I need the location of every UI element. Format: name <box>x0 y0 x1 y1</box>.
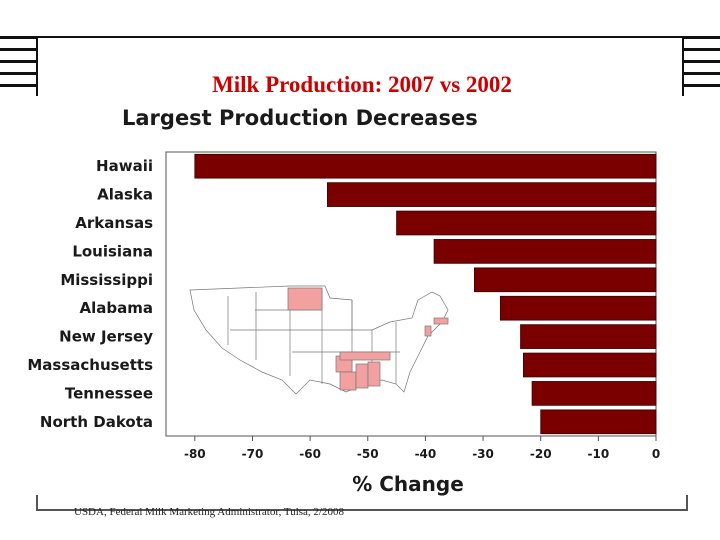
x-axis: -80 -70 -60 -50 -40 -30 -20 -10 0 <box>184 436 660 461</box>
bar-alabama <box>499 295 657 321</box>
bar-north-dakota <box>540 409 657 435</box>
bars <box>194 153 657 435</box>
map-state-new-jersey <box>424 325 432 337</box>
plot-area-border <box>165 151 657 437</box>
map-state-mississippi <box>355 363 369 389</box>
right-stripes <box>684 36 720 96</box>
map-highlighted-states <box>287 287 449 391</box>
category-label-alabama: Alabama <box>80 299 153 317</box>
x-tick-label: -40 <box>415 447 437 461</box>
slide-frame-top: Milk Production: 2007 vs 2002 <box>36 36 684 97</box>
slide-title: Milk Production: 2007 vs 2002 <box>212 72 512 97</box>
category-label-massachusetts: Massachusetts <box>27 356 153 374</box>
bar-new-jersey <box>520 324 657 349</box>
x-axis-label: % Change <box>352 472 464 496</box>
chart-title: Largest Production Decreases <box>122 106 478 130</box>
category-label-arkansas: Arkansas <box>75 214 153 232</box>
x-tick-label: -20 <box>530 447 552 461</box>
bar-tennessee <box>531 381 657 406</box>
plot-frame <box>165 151 657 437</box>
map-state-massachusetts <box>433 317 449 325</box>
map-state-alabama <box>367 361 381 387</box>
x-tick-label: -30 <box>472 447 494 461</box>
x-tick-label: 0 <box>652 447 660 461</box>
category-label-louisiana: Louisiana <box>72 242 153 260</box>
bar-alaska <box>327 182 657 207</box>
category-label-alaska: Alaska <box>97 186 153 204</box>
x-tick-label: -80 <box>184 447 206 461</box>
x-tick-label: -10 <box>588 447 610 461</box>
bar-louisiana <box>433 239 657 264</box>
category-labels: Hawaii Alaska Arkansas Louisiana Mississippi… <box>27 157 153 431</box>
map-state-tennessee <box>339 351 391 361</box>
category-label-new-jersey: New Jersey <box>59 328 153 346</box>
category-label-north-dakota: North Dakota <box>40 413 153 431</box>
category-label-hawaii: Hawaii <box>96 157 153 175</box>
x-tick-label: -60 <box>299 447 321 461</box>
category-label-tennessee: Tennessee <box>65 384 153 402</box>
slide-frame-bottom <box>36 495 688 511</box>
x-tick-label: -70 <box>242 447 264 461</box>
bar-hawaii <box>194 153 657 179</box>
x-tick-label: -50 <box>357 447 379 461</box>
bar-massachusetts <box>523 352 657 378</box>
map-state-north-dakota <box>287 287 323 311</box>
bar-arkansas <box>396 210 657 236</box>
map-state-louisiana <box>339 371 357 391</box>
left-stripes <box>0 36 38 96</box>
source-note: USDA, Federal Milk Marketing Administrat… <box>74 506 344 518</box>
category-label-mississippi: Mississippi <box>60 271 153 289</box>
bar-mississippi <box>474 267 657 293</box>
